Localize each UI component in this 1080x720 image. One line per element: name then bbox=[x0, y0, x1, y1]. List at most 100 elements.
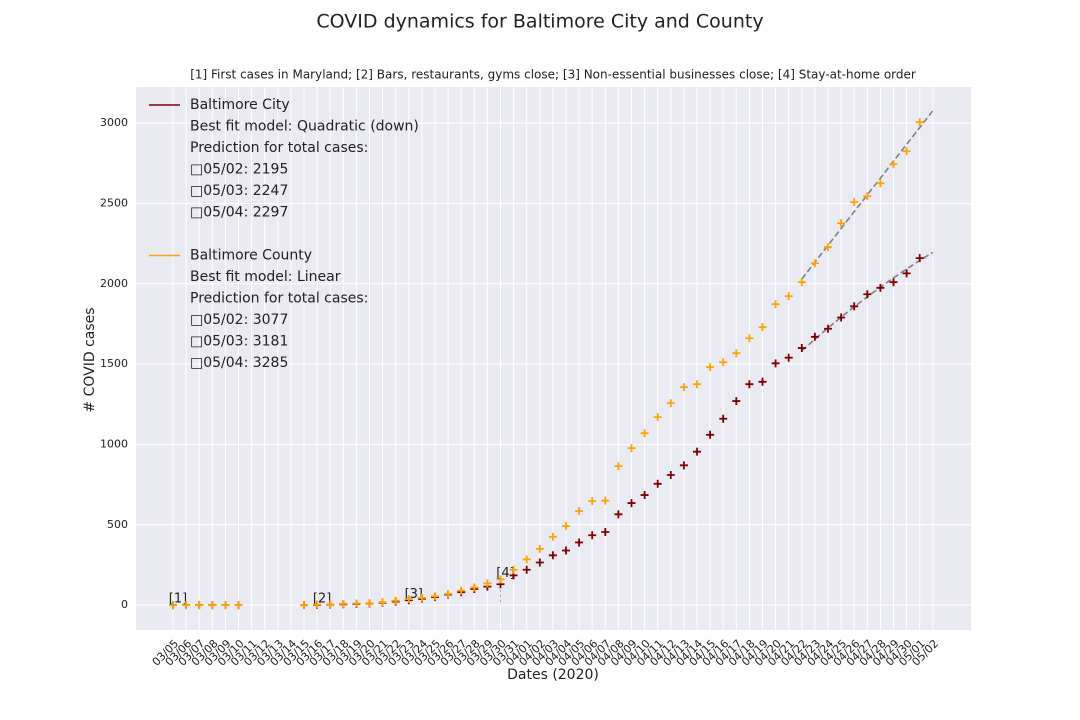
marker bbox=[797, 278, 806, 287]
marker bbox=[169, 601, 177, 610]
marker bbox=[679, 461, 688, 470]
marker bbox=[889, 278, 898, 287]
marker bbox=[614, 510, 623, 519]
marker bbox=[863, 192, 872, 201]
marker bbox=[837, 313, 846, 322]
marker bbox=[902, 147, 911, 156]
marker bbox=[771, 300, 780, 309]
marker bbox=[417, 593, 426, 602]
marker bbox=[732, 397, 741, 406]
legend-model: Best fit model: Linear bbox=[190, 269, 341, 285]
x-axis-label: Dates (2020) bbox=[507, 667, 599, 683]
marker bbox=[876, 179, 885, 188]
marker bbox=[640, 429, 649, 438]
subtitle: [1] First cases in Maryland; [2] Bars, r… bbox=[190, 68, 916, 82]
marker bbox=[758, 323, 767, 332]
marker bbox=[562, 546, 570, 555]
marker bbox=[706, 363, 715, 372]
marker bbox=[797, 344, 806, 353]
legend-prediction-title: Prediction for total cases: bbox=[190, 291, 368, 307]
marker bbox=[522, 565, 531, 574]
marker bbox=[522, 555, 531, 564]
legend-label: Baltimore City bbox=[190, 97, 290, 113]
legend-prediction: □05/03: 2247 bbox=[190, 183, 288, 199]
grid bbox=[136, 87, 971, 630]
marker bbox=[404, 595, 413, 604]
marker bbox=[391, 596, 400, 605]
marker bbox=[182, 601, 191, 610]
marker bbox=[745, 334, 754, 343]
marker bbox=[221, 601, 230, 610]
marker bbox=[326, 600, 335, 609]
legend-prediction: □05/02: 2195 bbox=[190, 162, 288, 178]
marker bbox=[562, 522, 570, 531]
marker bbox=[810, 259, 819, 268]
legend-prediction-title: Prediction for total cases: bbox=[190, 140, 368, 156]
marker bbox=[496, 575, 505, 584]
legend-prediction: □05/04: 3285 bbox=[190, 355, 288, 371]
marker bbox=[719, 414, 728, 423]
marker bbox=[666, 399, 675, 408]
marker bbox=[483, 579, 492, 588]
marker bbox=[679, 383, 688, 392]
marker bbox=[627, 499, 636, 508]
marker bbox=[902, 269, 911, 278]
marker bbox=[195, 601, 204, 610]
marker bbox=[365, 599, 374, 608]
marker bbox=[915, 254, 924, 263]
marker bbox=[575, 507, 584, 516]
y-tick-label: 1000 bbox=[100, 437, 128, 450]
marker bbox=[627, 444, 636, 453]
marker bbox=[850, 198, 859, 207]
legend-prediction: □05/02: 3077 bbox=[190, 312, 288, 328]
legend-prediction: □05/04: 2297 bbox=[190, 205, 288, 221]
marker bbox=[313, 600, 322, 609]
marker bbox=[444, 589, 453, 598]
marker bbox=[693, 380, 701, 389]
y-tick-label: 3000 bbox=[100, 116, 128, 129]
marker bbox=[339, 599, 348, 608]
marker bbox=[588, 497, 597, 506]
y-axis-label: # COVID cases bbox=[82, 307, 98, 412]
marker bbox=[640, 491, 649, 500]
legend-label: Baltimore County bbox=[190, 248, 312, 264]
marker bbox=[876, 283, 885, 292]
marker bbox=[431, 592, 439, 601]
marker bbox=[352, 599, 361, 608]
marker bbox=[706, 430, 715, 439]
marker bbox=[378, 598, 387, 607]
marker bbox=[601, 528, 610, 537]
marker bbox=[614, 462, 623, 471]
marker bbox=[784, 292, 793, 301]
marker bbox=[745, 380, 754, 389]
marker bbox=[771, 359, 780, 368]
y-tick-label: 2500 bbox=[100, 196, 128, 209]
marker bbox=[601, 496, 610, 505]
y-tick-label: 500 bbox=[107, 518, 128, 531]
marker bbox=[693, 447, 701, 456]
marker bbox=[666, 470, 675, 479]
marker bbox=[837, 219, 846, 228]
marker bbox=[824, 324, 832, 333]
marker bbox=[758, 377, 767, 386]
y-tick-label: 0 bbox=[121, 598, 128, 611]
marker bbox=[535, 544, 544, 553]
marker bbox=[470, 583, 479, 592]
marker bbox=[824, 243, 832, 252]
marker bbox=[653, 413, 662, 422]
legend-prediction: □05/03: 3181 bbox=[190, 334, 288, 350]
marker bbox=[234, 601, 243, 610]
marker bbox=[208, 601, 217, 610]
marker bbox=[784, 353, 793, 362]
marker bbox=[535, 558, 544, 567]
marker bbox=[588, 531, 597, 540]
marker bbox=[719, 358, 728, 367]
marker bbox=[548, 551, 557, 560]
legend-model: Best fit model: Quadratic (down) bbox=[190, 119, 419, 135]
y-tick-label: 2000 bbox=[100, 277, 128, 290]
marker bbox=[889, 160, 898, 169]
marker bbox=[575, 538, 584, 547]
marker bbox=[457, 586, 466, 595]
marker bbox=[863, 290, 872, 299]
